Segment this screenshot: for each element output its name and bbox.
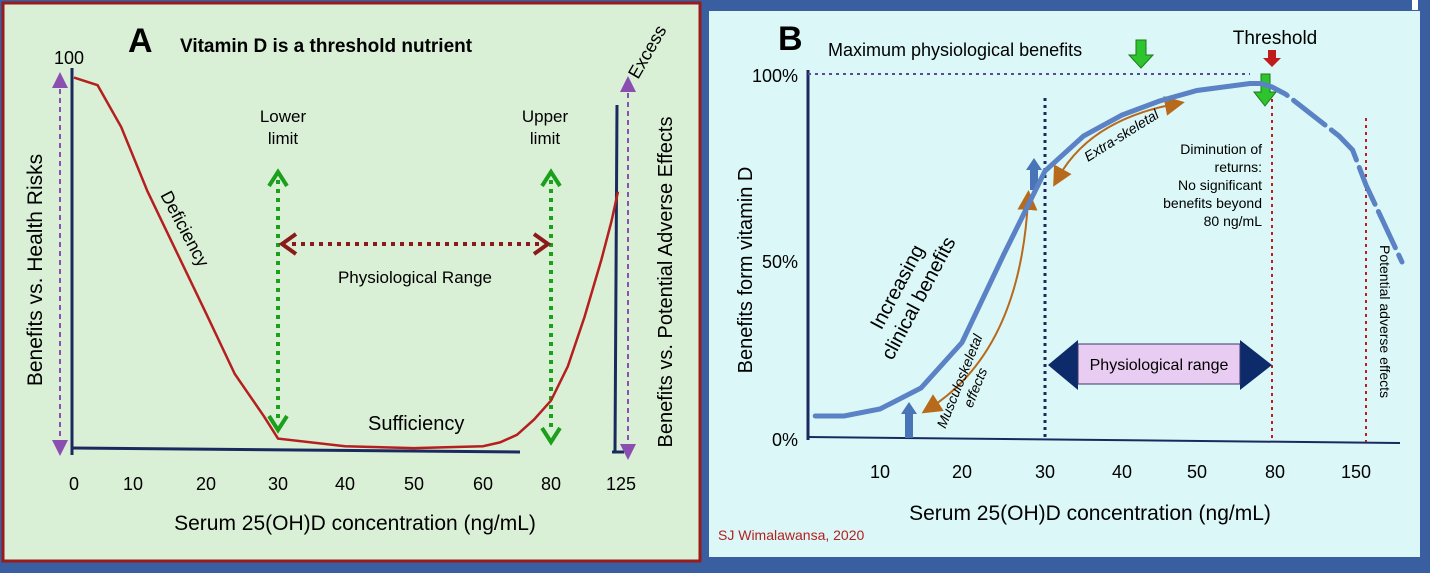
panel-b-series-line bbox=[812, 81, 1264, 419]
panel-b-diminution-label: Diminution of returns: No significant benef… bbox=[1163, 141, 1262, 229]
text-line: Diminution of bbox=[1180, 141, 1262, 157]
panel-b-adverse-label: Potential adverse effects bbox=[1377, 245, 1393, 398]
panel-a-lower-limit-label: Lower limit bbox=[260, 107, 307, 148]
text-line: limit bbox=[530, 129, 560, 148]
panel-b-musculoskeletal-arrow bbox=[921, 190, 1038, 414]
panel-a-x-tick-label: 0 bbox=[69, 474, 79, 494]
text-line: returns: bbox=[1215, 159, 1262, 175]
panel-b-threshold-label: Threshold bbox=[1233, 28, 1318, 49]
panel-b-x-label: Serum 25(OH)D concentration (ng/mL) bbox=[909, 502, 1271, 525]
panel-a-range-arrowhead-left bbox=[278, 232, 298, 256]
panel-a-x-axis bbox=[71, 446, 521, 454]
panel-a-upper-limit-arrowhead-top bbox=[540, 168, 562, 188]
panel-a-y-label: Benefits vs. Health Risks bbox=[24, 154, 47, 386]
panel-b-background bbox=[707, 9, 1422, 559]
panel-b-x-tick-label: 150 bbox=[1341, 462, 1371, 482]
panel-a-x-tick-label: 60 bbox=[473, 474, 493, 494]
panel-a-sufficiency-label: Sufficiency bbox=[368, 413, 464, 435]
panel-a-upper-limit-label: Upper limit bbox=[522, 107, 569, 148]
text-line: 80 ng/mL bbox=[1204, 213, 1263, 229]
panel-a-title: Vitamin D is a threshold nutrient bbox=[180, 36, 473, 57]
panel-b-threshold-arrow-icon bbox=[1263, 50, 1281, 67]
panel-a-x-tick-label: 20 bbox=[196, 474, 216, 494]
panel-b-max-arrow-icon bbox=[1127, 39, 1155, 69]
panel-b-x-tick-label: 30 bbox=[1035, 462, 1055, 482]
panel-a-lower-limit-arrowhead-bottom bbox=[267, 414, 289, 434]
text-line: Lower bbox=[260, 107, 307, 126]
corner-mark bbox=[1412, 0, 1418, 10]
text-line: Upper bbox=[522, 107, 569, 126]
panel-a-lower-limit-arrowhead-top bbox=[267, 168, 289, 188]
panel-a-x-tick-label: 10 bbox=[123, 474, 143, 494]
panel-b-x-tick-label: 80 bbox=[1265, 462, 1285, 482]
panel-a-y-label-right: Benefits vs. Potential Adverse Effects bbox=[655, 117, 677, 448]
text-line: benefits beyond bbox=[1163, 195, 1262, 211]
panel-b-credit: SJ Wimalawansa, 2020 bbox=[718, 527, 865, 543]
panel-b-x-tick-label: 50 bbox=[1187, 462, 1207, 482]
panel-b-x-tick-label: 10 bbox=[870, 462, 890, 482]
panel-b-letter: B bbox=[778, 20, 803, 58]
panel-a-background bbox=[1, 1, 702, 563]
panel-a-x-label: Serum 25(OH)D concentration (ng/mL) bbox=[174, 512, 536, 535]
panel-b-y-tick-label: 100% bbox=[752, 66, 798, 86]
panel-a-x-tick-label: 125 bbox=[606, 474, 636, 494]
panel-a-letter: A bbox=[128, 22, 153, 60]
panel-b: B 0%50%100% 10203040506080150 Benefits f… bbox=[707, 9, 1422, 559]
panel-b-y-tick-label: 50% bbox=[762, 252, 798, 272]
panel-b-series-line-tail bbox=[1247, 81, 1405, 265]
panel-a-x-ticks: 0 10 20 30 40 50 60 80 125 bbox=[69, 474, 636, 494]
panel-b-max-benefits-label: Maximum physiological benefits bbox=[828, 40, 1082, 60]
panel-b-y-ticks: 0% 50% 100% bbox=[752, 66, 798, 450]
text-line: No significant bbox=[1178, 177, 1262, 193]
panel-b-y-tick-label: 0% bbox=[772, 430, 798, 450]
panel-b-up-arrow-15-icon bbox=[901, 402, 917, 438]
panel-a-right-axis bbox=[613, 104, 619, 453]
text-line: limit bbox=[268, 129, 298, 148]
panel-b-x-ticks: 10203040506080150 bbox=[870, 462, 1371, 482]
panel-a-x-tick-label: 80 bbox=[541, 474, 561, 494]
panel-b-y-label: Benefits form vitamin D bbox=[735, 167, 757, 374]
panel-a-y-top-label: 100 bbox=[54, 48, 84, 68]
panel-b-x-tick-label: 20 bbox=[952, 462, 972, 482]
panel-b-range-box bbox=[1077, 343, 1241, 385]
panel-a-x-tick-label: 30 bbox=[268, 474, 288, 494]
panel-a-x-tick-label: 40 bbox=[335, 474, 355, 494]
panel-a-range-label: Physiological Range bbox=[338, 268, 492, 287]
panel-a-range-arrowhead-right bbox=[532, 232, 552, 256]
panel-a-series-line bbox=[73, 76, 620, 450]
panel-b-x-tick-label: 40 bbox=[1112, 462, 1132, 482]
panel-b-range-label: Physiological range bbox=[1090, 357, 1229, 374]
panel-a-upper-limit-arrowhead-bottom bbox=[540, 426, 562, 446]
panel-b-green-down-arrow-icon bbox=[1252, 73, 1278, 107]
panel-b-extra-skeletal-arrow bbox=[1053, 96, 1185, 187]
panel-a-x-tick-label: 50 bbox=[404, 474, 424, 494]
panel-a: A Vitamin D is a threshold nutrient 100 … bbox=[1, 1, 702, 563]
